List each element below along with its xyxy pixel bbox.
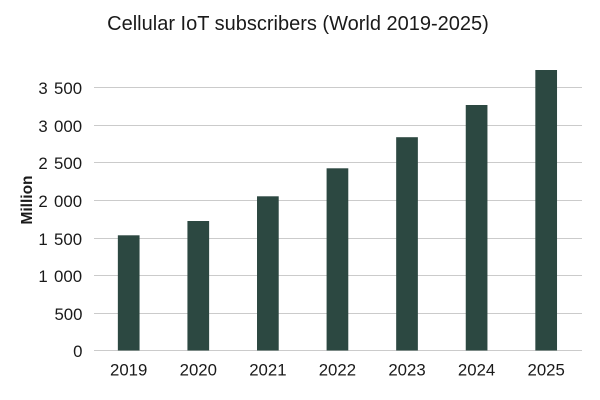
svg-text:2019: 2019 [110, 361, 147, 380]
svg-text:2021: 2021 [249, 361, 286, 380]
svg-text:2023: 2023 [388, 361, 425, 380]
svg-text:2022: 2022 [319, 361, 356, 380]
svg-text:0: 0 [73, 342, 82, 361]
svg-text:Million: Million [19, 175, 36, 224]
svg-text:2025: 2025 [528, 361, 565, 380]
svg-text:500: 500 [54, 305, 82, 324]
svg-text:2020: 2020 [180, 361, 217, 380]
svg-text:2024: 2024 [458, 361, 495, 380]
svg-text:Cellular IoT subscribers (Worl: Cellular IoT subscribers (World 2019-202… [107, 13, 489, 35]
